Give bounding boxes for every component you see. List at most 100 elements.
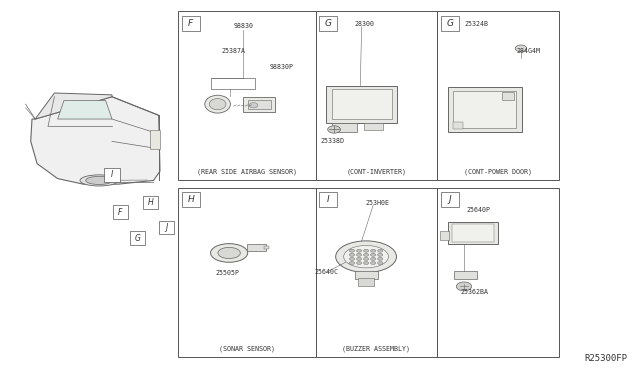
Circle shape bbox=[356, 253, 362, 256]
Ellipse shape bbox=[86, 176, 113, 185]
Text: (REAR SIDE AIRBAG SENSOR): (REAR SIDE AIRBAG SENSOR) bbox=[196, 169, 297, 176]
Text: I: I bbox=[327, 195, 330, 204]
Circle shape bbox=[378, 262, 383, 264]
Bar bbox=[211, 78, 255, 89]
Bar bbox=[437, 188, 559, 357]
Text: I: I bbox=[111, 170, 113, 179]
Bar bbox=[358, 278, 374, 286]
Text: (CONT-POWER DOOR): (CONT-POWER DOOR) bbox=[464, 169, 532, 176]
Text: (CONT-INVERTER): (CONT-INVERTER) bbox=[346, 169, 406, 176]
Bar bbox=[264, 246, 269, 249]
Text: 25505P: 25505P bbox=[215, 270, 239, 276]
Text: 25338D: 25338D bbox=[321, 138, 345, 144]
Bar bbox=[178, 11, 316, 180]
Text: F: F bbox=[188, 19, 193, 28]
Bar bbox=[104, 168, 120, 182]
Circle shape bbox=[364, 262, 369, 264]
Text: J: J bbox=[449, 195, 451, 204]
Bar bbox=[364, 123, 383, 130]
Text: 25387A: 25387A bbox=[221, 48, 246, 54]
Circle shape bbox=[456, 282, 472, 291]
Ellipse shape bbox=[205, 95, 230, 113]
Ellipse shape bbox=[80, 175, 118, 186]
Bar bbox=[441, 16, 459, 31]
Circle shape bbox=[349, 249, 355, 252]
Bar bbox=[441, 192, 459, 207]
Bar bbox=[319, 192, 337, 207]
Bar bbox=[143, 196, 158, 209]
Circle shape bbox=[364, 249, 369, 252]
Circle shape bbox=[371, 253, 376, 256]
Bar bbox=[502, 92, 514, 100]
Bar bbox=[332, 123, 357, 132]
Bar bbox=[247, 244, 266, 251]
Text: 284G4M: 284G4M bbox=[516, 48, 540, 54]
Ellipse shape bbox=[336, 241, 396, 272]
Circle shape bbox=[378, 249, 383, 252]
Circle shape bbox=[356, 257, 362, 260]
Circle shape bbox=[349, 257, 355, 260]
Bar bbox=[453, 91, 516, 128]
Circle shape bbox=[249, 103, 258, 108]
Bar bbox=[440, 231, 449, 240]
Text: 98830: 98830 bbox=[233, 23, 253, 29]
Bar bbox=[452, 224, 494, 242]
Bar bbox=[448, 87, 522, 132]
Circle shape bbox=[364, 253, 369, 256]
Bar bbox=[454, 271, 477, 279]
Bar bbox=[182, 192, 200, 207]
Bar bbox=[437, 11, 559, 180]
Text: H: H bbox=[148, 198, 153, 207]
Bar bbox=[453, 122, 463, 129]
Bar bbox=[178, 188, 316, 357]
Circle shape bbox=[378, 253, 383, 256]
Text: 25640C: 25640C bbox=[314, 269, 339, 275]
Text: 98830P: 98830P bbox=[269, 64, 294, 70]
Polygon shape bbox=[31, 97, 160, 184]
Bar bbox=[113, 205, 128, 219]
Circle shape bbox=[349, 262, 355, 264]
Circle shape bbox=[356, 249, 362, 252]
Bar bbox=[332, 89, 392, 119]
Ellipse shape bbox=[344, 246, 388, 268]
Text: G: G bbox=[325, 19, 332, 28]
Text: R25300FP: R25300FP bbox=[584, 354, 627, 363]
Bar bbox=[316, 188, 437, 357]
Bar bbox=[159, 221, 174, 234]
Bar bbox=[319, 16, 337, 31]
Bar bbox=[316, 11, 437, 180]
Circle shape bbox=[371, 249, 376, 252]
Bar bbox=[355, 271, 378, 279]
Bar bbox=[182, 16, 200, 31]
Ellipse shape bbox=[218, 247, 241, 259]
Bar bbox=[448, 222, 498, 244]
Polygon shape bbox=[35, 93, 112, 119]
Circle shape bbox=[371, 262, 376, 264]
Bar bbox=[248, 100, 271, 109]
Circle shape bbox=[328, 126, 340, 133]
Text: 28300: 28300 bbox=[355, 21, 375, 27]
Polygon shape bbox=[58, 100, 112, 119]
Text: J: J bbox=[165, 223, 168, 232]
Text: 25362BA: 25362BA bbox=[461, 289, 489, 295]
Text: (BUZZER ASSEMBLY): (BUZZER ASSEMBLY) bbox=[342, 346, 410, 352]
Bar bbox=[150, 130, 160, 149]
Circle shape bbox=[364, 257, 369, 260]
Text: (SONAR SENSOR): (SONAR SENSOR) bbox=[219, 346, 275, 352]
Text: G: G bbox=[134, 234, 141, 243]
Bar bbox=[243, 97, 275, 112]
Text: F: F bbox=[118, 208, 122, 217]
Circle shape bbox=[378, 257, 383, 260]
Bar bbox=[326, 86, 397, 123]
Text: 25640P: 25640P bbox=[467, 207, 491, 213]
Circle shape bbox=[515, 45, 527, 52]
Text: 25324B: 25324B bbox=[465, 21, 489, 27]
Text: G: G bbox=[447, 19, 453, 28]
Circle shape bbox=[356, 262, 362, 264]
Circle shape bbox=[349, 253, 355, 256]
Ellipse shape bbox=[209, 99, 226, 110]
Circle shape bbox=[371, 257, 376, 260]
Text: 253H0E: 253H0E bbox=[365, 200, 390, 206]
Bar bbox=[130, 231, 145, 245]
Text: H: H bbox=[188, 195, 194, 204]
